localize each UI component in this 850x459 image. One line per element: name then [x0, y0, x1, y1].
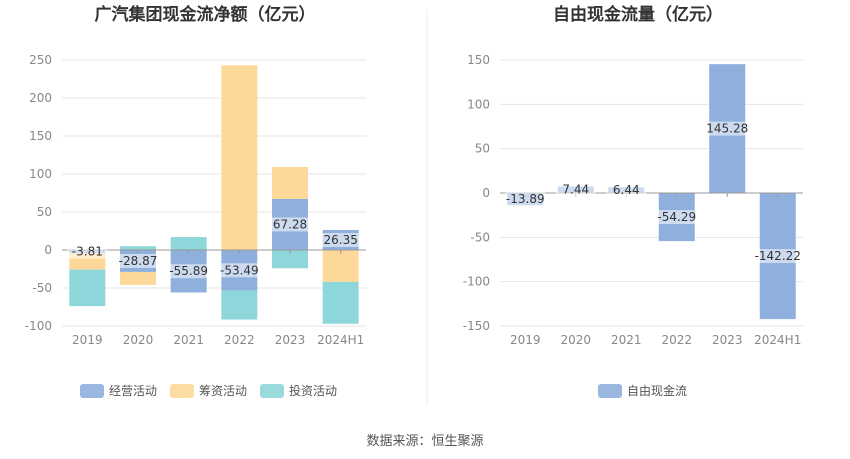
data-label-bg [67, 244, 108, 259]
data-label: 67.28 [273, 217, 307, 231]
data-label: 7.44 [562, 183, 589, 197]
legend-label: 投资活动 [289, 383, 337, 398]
x-tick-label: 2022 [224, 333, 255, 347]
x-tick-label: 2021 [173, 333, 204, 347]
x-tick-label: 2024H1 [317, 333, 364, 347]
bar-2 [272, 166, 308, 199]
data-label-bg [270, 217, 310, 232]
bar-2 [221, 65, 258, 250]
bar-2 [322, 250, 359, 282]
y-tick-label: 200 [29, 91, 52, 105]
data-label-bg [118, 253, 158, 268]
x-tick-label: 2023 [275, 333, 306, 347]
data-label-bg [707, 121, 748, 136]
bar-3 [272, 250, 308, 269]
x-tick-label: 2019 [510, 333, 541, 347]
y-tick-label: 250 [29, 53, 52, 67]
data-label-bg [757, 249, 798, 264]
data-label-bg [168, 264, 209, 279]
data-label-bg [505, 192, 546, 207]
free-cash-flow-chart: 自由现金流量（亿元） -150 -100 -50 0 50 100 150 2019 2020 20… [463, 4, 803, 398]
data-label-bg [606, 183, 647, 198]
legend-label: 筹资活动 [199, 384, 247, 398]
legend-swatch [598, 384, 622, 398]
y-tick-label: 150 [29, 129, 52, 143]
data-label-bg [219, 263, 260, 278]
bar-3 [322, 281, 359, 324]
x-tick-label: 2020 [560, 333, 591, 347]
data-label: -54.29 [657, 210, 696, 224]
y-tick-label: -50 [470, 230, 490, 244]
y-tick-label: -150 [463, 319, 490, 333]
data-label: -3.81 [72, 244, 103, 258]
bar-3 [170, 237, 207, 250]
chart-title: 自由现金流量（亿元） [553, 4, 723, 25]
bar-3 [69, 269, 106, 307]
y-tick-label: 100 [467, 97, 490, 111]
chart-title: 广汽集团现金流净额（亿元） [95, 4, 316, 25]
legend-swatch [170, 384, 194, 398]
y-tick-label: 50 [37, 205, 52, 219]
legend-label: 自由现金流 [627, 383, 687, 398]
legend-label: 经营活动 [109, 384, 157, 398]
x-tick-label: 2019 [72, 333, 103, 347]
data-label: 6.44 [613, 183, 640, 197]
x-tick-label: 2024H1 [754, 333, 801, 347]
data-label: 26.35 [323, 233, 357, 247]
x-tick-label: 2020 [123, 333, 154, 347]
data-label: -142.22 [755, 249, 801, 263]
data-source-note: 数据来源：恒生聚源 [366, 434, 484, 449]
bar-2 [120, 271, 156, 285]
y-tick-label: 100 [29, 167, 52, 181]
data-label: -28.87 [119, 254, 158, 268]
data-label: -55.89 [169, 264, 208, 278]
data-label: 145.28 [706, 122, 748, 136]
legend-swatch [80, 384, 104, 398]
x-tick-label: 2023 [712, 333, 743, 347]
y-tick-label: 0 [482, 186, 490, 200]
bar-3 [221, 290, 258, 320]
x-tick-label: 2022 [661, 333, 692, 347]
bar-3 [120, 246, 156, 250]
data-label-bg [555, 182, 596, 197]
data-label-bg [320, 232, 361, 247]
cash-flow-chart: 广汽集团现金流净额（亿元） -100 -50 0 50 100 150 200 250 2019 2… [25, 4, 366, 398]
y-tick-label: 0 [44, 243, 52, 257]
x-tick-label: 2021 [611, 333, 642, 347]
legend-swatch [260, 384, 284, 398]
y-tick-label: 50 [475, 142, 490, 156]
y-tick-label: -100 [463, 275, 490, 289]
data-label-bg [656, 210, 697, 225]
y-tick-label: -50 [32, 281, 52, 295]
y-tick-label: 150 [467, 53, 490, 67]
y-tick-label: -100 [25, 319, 52, 333]
data-label: -53.49 [220, 263, 259, 277]
data-label: -13.89 [506, 192, 545, 206]
